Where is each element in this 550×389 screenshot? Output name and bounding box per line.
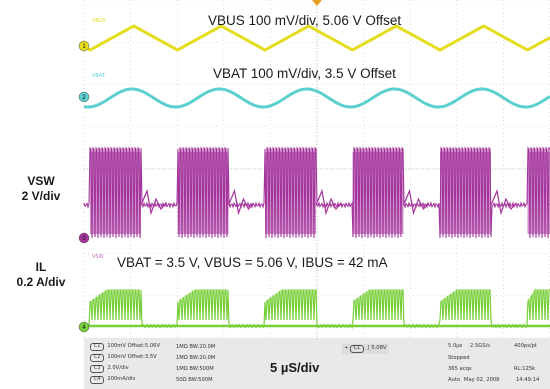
ch3-status[interactable]: C3 2.0V/div — [90, 365, 129, 373]
vsw-label-scale: 2 V/div — [21, 189, 61, 203]
ch3-bw: BW:500M — [189, 366, 214, 372]
channel-marker-number: 2 — [82, 94, 86, 101]
il-label-scale: 0.2 A/div — [16, 275, 66, 289]
ch2-bw: BW:20.0M — [189, 355, 216, 361]
ch1-coupling: 1MΩ BW:20.0M — [176, 344, 215, 350]
il-axis-label: IL 0.2 A/div — [6, 260, 76, 290]
vsw-burst — [352, 152, 404, 234]
vsw-label-name: VSW — [27, 174, 55, 188]
channel-marker-number: 3 — [82, 235, 86, 242]
vbat-annotation: VBAT 100 mV/div, 3.5 V Offset — [213, 66, 396, 81]
status-bar: C1 100mV Offset:5.06V 1MΩ BW:20.0M C2 100m… — [84, 338, 550, 389]
ch4-bw: BW:500M — [188, 377, 213, 383]
acq-state: Stopped — [448, 355, 470, 361]
vbat-trace-tag: VBAT — [92, 73, 106, 79]
ch4-coupling: 50Ω BW:500M — [176, 377, 213, 383]
acq-count: 365 acqs — [448, 366, 472, 372]
ch3-scale: 2.0V/div — [107, 365, 129, 371]
channel-markers: 1 2 3 4 — [78, 0, 322, 333]
vsw-burst — [177, 152, 229, 234]
ch4-scale: 200mA/div — [107, 376, 136, 382]
ch1-bw: BW:20.0M — [189, 344, 216, 350]
ch2-coupling: 1MΩ BW:20.0M — [176, 355, 215, 361]
ch1-tag: C1 — [90, 343, 105, 351]
record-length: RL:125k — [514, 366, 536, 372]
vsw-burst — [90, 152, 141, 234]
traces — [83, 24, 550, 330]
trigger-slope-icon: ∫ — [366, 345, 370, 351]
x-axis-label: 5 µS/div — [270, 360, 320, 375]
ch3-imp: 1MΩ — [176, 366, 188, 372]
trigger-mode: Auto — [448, 377, 461, 383]
channel-marker — [78, 91, 90, 103]
time: 14:49:14 — [516, 377, 540, 383]
trigger-level: 5.08V — [371, 345, 387, 351]
channel-marker-number: 4 — [82, 324, 86, 331]
ch1-offset: Offset:5.06V — [127, 343, 161, 349]
vbat-series-line — [83, 87, 550, 109]
vsw-burst — [440, 152, 491, 234]
vbus-annotation: VBUS 100 mV/div, 5.06 V Offset — [208, 13, 402, 28]
resolution: 400ps/pt — [514, 343, 537, 349]
channel-marker-number: 1 — [82, 43, 86, 50]
ch4-tag: C4 — [90, 376, 105, 384]
vsw-ringing — [402, 188, 429, 216]
ch2-offset: Offset:3.5V — [127, 354, 157, 360]
ch2-tag: C2 — [90, 354, 105, 362]
vbus-trace-tag: VBUS — [92, 18, 106, 24]
date: May 02, 2008 — [464, 377, 500, 383]
trigger-status[interactable]: ⌖ C1 ∫ 5.08V — [342, 344, 390, 354]
vsw-ringing — [490, 188, 517, 216]
ch3-coupling: 1MΩ BW:500M — [176, 366, 214, 372]
trigger-channel: C1 — [349, 345, 364, 353]
vbus-series-line — [83, 24, 550, 52]
vsw-burst — [527, 152, 550, 234]
ch2-scale: 100mV — [107, 354, 126, 360]
trigger-position-marker — [312, 0, 322, 6]
vsw-ringing — [315, 188, 342, 216]
vsw-burst — [265, 152, 316, 234]
sample-rate: 2.5GS/s — [470, 343, 491, 349]
channel-marker — [78, 40, 90, 52]
channel-marker — [78, 321, 90, 333]
trigger-icon: ⌖ — [345, 345, 348, 351]
timebase[interactable]: 5.0µs — [448, 343, 463, 349]
ch4-status[interactable]: C4 200mA/div — [90, 376, 135, 384]
ch1-scale: 100mV — [107, 343, 126, 349]
ch4-imp: 50Ω — [176, 377, 187, 383]
conditions-annotation: VBAT = 3.5 V, VBUS = 5.06 V, IBUS = 42 m… — [117, 255, 388, 270]
vsw-ringing — [227, 188, 254, 216]
channel-marker — [78, 232, 90, 244]
vsw-axis-label: VSW 2 V/div — [6, 174, 76, 204]
vsw-trace-tag: VSW — [92, 254, 104, 260]
ch2-status[interactable]: C2 100mV Offset:3.5V — [90, 354, 157, 362]
vsw-ringing — [140, 188, 167, 216]
ch2-imp: 1MΩ — [176, 355, 188, 361]
ch1-imp: 1MΩ — [176, 344, 188, 350]
ch1-status[interactable]: C1 100mV Offset:5.06V — [90, 343, 160, 351]
il-label-name: IL — [35, 260, 47, 274]
ch3-tag: C3 — [90, 365, 105, 373]
